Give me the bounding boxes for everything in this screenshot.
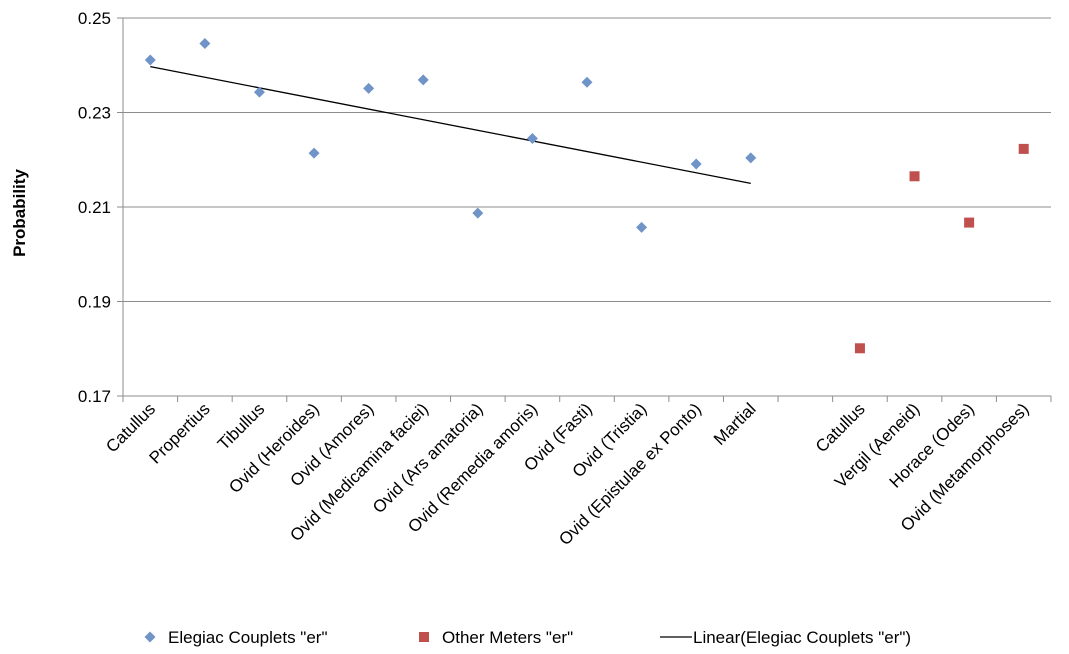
data-points bbox=[144, 38, 1029, 354]
y-tick-label: 0.21 bbox=[78, 198, 111, 217]
legend-elegiac-marker bbox=[144, 631, 156, 643]
y-tick-labels: 0.17 0.19 0.21 0.23 0.25 bbox=[78, 9, 111, 406]
elegiac-point bbox=[472, 207, 484, 219]
elegiac-point bbox=[199, 38, 211, 50]
elegiac-point bbox=[308, 147, 320, 159]
trendline-layer bbox=[150, 66, 751, 185]
elegiac-point bbox=[636, 221, 648, 233]
legend-trendline-label: Linear(Elegiac Couplets "er") bbox=[693, 628, 911, 647]
y-tick-label: 0.17 bbox=[78, 387, 111, 406]
y-tick-label: 0.25 bbox=[78, 9, 111, 28]
elegiac-point bbox=[144, 54, 156, 66]
legend-other-meters-label: Other Meters "er" bbox=[442, 628, 573, 647]
y-tick-label: 0.19 bbox=[78, 293, 111, 312]
elegiac-point bbox=[745, 152, 757, 164]
other-meters-point bbox=[909, 171, 920, 182]
elegiac-point bbox=[253, 86, 265, 98]
elegiac-point bbox=[690, 158, 702, 170]
other-meters-point bbox=[964, 217, 975, 228]
gridlines bbox=[123, 17, 1051, 302]
elegiac-point bbox=[417, 74, 429, 86]
trendline bbox=[150, 66, 751, 185]
other-meters-point bbox=[854, 343, 865, 354]
legend-elegiac-label: Elegiac Couplets "er" bbox=[168, 628, 327, 647]
other-meters-point bbox=[1018, 143, 1029, 154]
x-tick-label: Tibullus bbox=[214, 399, 268, 453]
legend-other-meters-marker bbox=[419, 632, 429, 642]
legend: Elegiac Couplets "er" Other Meters "er" Li… bbox=[144, 628, 911, 647]
x-tick-label: Martial bbox=[710, 399, 760, 449]
elegiac-point bbox=[526, 132, 538, 144]
elegiac-point bbox=[581, 76, 593, 88]
y-axis-title: Probability bbox=[10, 169, 29, 257]
elegiac-point bbox=[363, 82, 375, 94]
y-tick-label: 0.23 bbox=[78, 104, 111, 123]
axes bbox=[117, 17, 1052, 402]
